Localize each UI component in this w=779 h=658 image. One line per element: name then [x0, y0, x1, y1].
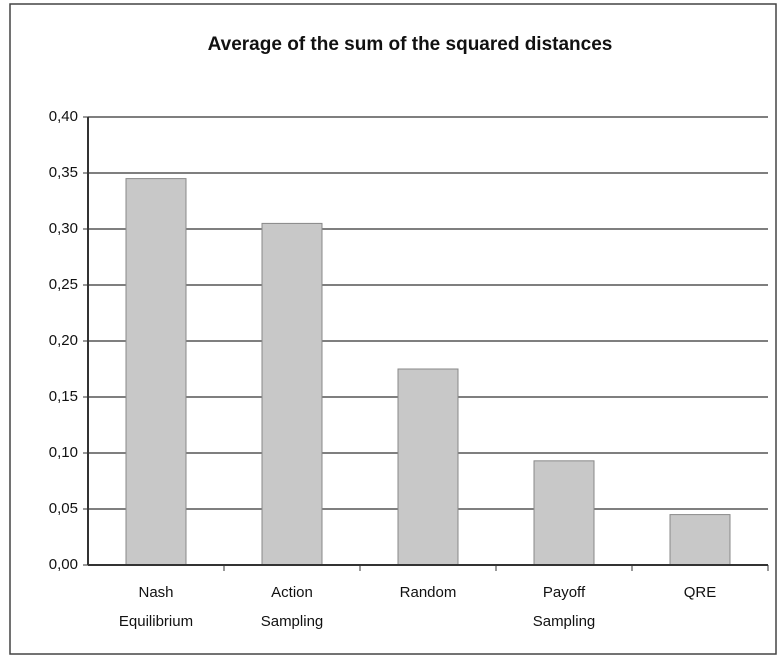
x-tick-label: Payoff [543, 584, 586, 601]
bar [125, 178, 187, 566]
bar [669, 514, 731, 566]
y-tick-label: 0,40 [49, 108, 78, 125]
x-tick-label: Action [271, 584, 313, 601]
bar [533, 460, 595, 566]
bar [397, 368, 459, 566]
chart-frame [9, 3, 777, 655]
y-tick-label: 0,25 [49, 276, 78, 293]
x-tick-label: QRE [684, 584, 717, 601]
x-tick-label: Random [400, 584, 457, 601]
x-tick-label: Sampling [533, 613, 596, 630]
y-tick-label: 0,30 [49, 220, 78, 237]
x-tick-label: Sampling [261, 613, 324, 630]
y-tick-label: 0,00 [49, 556, 78, 573]
y-tick-label: 0,05 [49, 500, 78, 517]
y-tick-label: 0,35 [49, 164, 78, 181]
bar [261, 222, 323, 566]
y-tick-label: 0,20 [49, 332, 78, 349]
x-tick-label: Nash [138, 584, 173, 601]
y-tick-label: 0,10 [49, 444, 78, 461]
y-tick-label: 0,15 [49, 388, 78, 405]
chart-title: Average of the sum of the squared distan… [208, 34, 613, 55]
x-tick-label: Equilibrium [119, 613, 193, 630]
